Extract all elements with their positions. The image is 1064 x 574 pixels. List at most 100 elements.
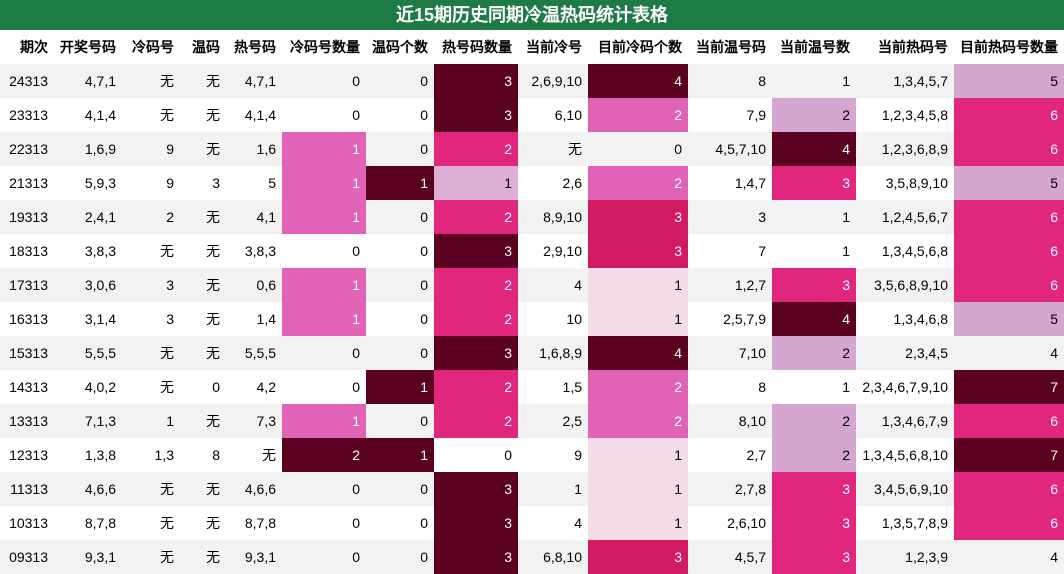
cell-current-hot-count[interactable]: 5 <box>954 166 1064 200</box>
cell-cold-count[interactable]: 0 <box>282 98 366 132</box>
cell-current-warm[interactable]: 8,10 <box>688 404 772 438</box>
col-header-warm-count[interactable]: 温码个数 <box>366 30 434 64</box>
cell-current-cold[interactable]: 1 <box>518 472 588 506</box>
cell-period[interactable]: 13313 <box>0 404 54 438</box>
cell-cold[interactable]: 9 <box>122 132 180 166</box>
cell-cold[interactable]: 9 <box>122 166 180 200</box>
cell-cold[interactable]: 无 <box>122 98 180 132</box>
cell-warm[interactable]: 无 <box>180 506 226 540</box>
cell-hot[interactable]: 4,1 <box>226 200 282 234</box>
cell-current-warm-count[interactable]: 3 <box>772 472 856 506</box>
cell-cold-count[interactable]: 1 <box>282 302 366 336</box>
cell-current-hot[interactable]: 1,2,3,4,5,8 <box>856 98 954 132</box>
cell-current-warm[interactable]: 7,10 <box>688 336 772 370</box>
cell-warm-count[interactable]: 0 <box>366 268 434 302</box>
cell-cold[interactable]: 2 <box>122 200 180 234</box>
cell-cold[interactable]: 1,3 <box>122 438 180 472</box>
cell-period[interactable]: 16313 <box>0 302 54 336</box>
cell-hot[interactable]: 5,5,5 <box>226 336 282 370</box>
cell-current-cold-count[interactable]: 1 <box>588 438 688 472</box>
cell-hot-count[interactable]: 2 <box>434 302 518 336</box>
cell-hot-count[interactable]: 2 <box>434 370 518 404</box>
cell-current-hot[interactable]: 2,3,4,5 <box>856 336 954 370</box>
cell-warm[interactable]: 无 <box>180 64 226 98</box>
cell-current-hot[interactable]: 1,2,4,5,6,7 <box>856 200 954 234</box>
cell-period[interactable]: 14313 <box>0 370 54 404</box>
cell-warm[interactable]: 无 <box>180 98 226 132</box>
cell-current-warm-count[interactable]: 1 <box>772 64 856 98</box>
col-header-warm[interactable]: 温码 <box>180 30 226 64</box>
cell-hot-count[interactable]: 3 <box>434 472 518 506</box>
cell-cold[interactable]: 1 <box>122 404 180 438</box>
cell-current-cold[interactable]: 2,5 <box>518 404 588 438</box>
cell-current-warm-count[interactable]: 3 <box>772 506 856 540</box>
cell-period[interactable]: 15313 <box>0 336 54 370</box>
cell-hot[interactable]: 1,6 <box>226 132 282 166</box>
cell-hot[interactable]: 4,1,4 <box>226 98 282 132</box>
cell-current-hot[interactable]: 1,3,4,5,6,8 <box>856 234 954 268</box>
col-header-hot-count[interactable]: 热号码数量 <box>434 30 518 64</box>
cell-warm-count[interactable]: 0 <box>366 64 434 98</box>
cell-current-warm[interactable]: 1,4,7 <box>688 166 772 200</box>
cell-period[interactable]: 19313 <box>0 200 54 234</box>
cell-current-warm-count[interactable]: 2 <box>772 336 856 370</box>
cell-current-warm[interactable]: 7,9 <box>688 98 772 132</box>
cell-current-cold-count[interactable]: 1 <box>588 472 688 506</box>
cell-current-hot[interactable]: 1,2,3,6,8,9 <box>856 132 954 166</box>
cell-cold-count[interactable]: 1 <box>282 268 366 302</box>
col-header-current-warm-count[interactable]: 当前温号数 <box>772 30 856 64</box>
cell-warm-count[interactable]: 0 <box>366 404 434 438</box>
cell-current-hot[interactable]: 2,3,4,6,7,9,10 <box>856 370 954 404</box>
cell-current-hot[interactable]: 1,3,5,7,8,9 <box>856 506 954 540</box>
cell-current-hot-count[interactable]: 5 <box>954 302 1064 336</box>
cell-current-warm-count[interactable]: 1 <box>772 200 856 234</box>
cell-hot[interactable]: 5 <box>226 166 282 200</box>
cell-draw-numbers[interactable]: 3,8,3 <box>54 234 122 268</box>
cell-current-cold[interactable]: 9 <box>518 438 588 472</box>
cell-period[interactable]: 18313 <box>0 234 54 268</box>
col-header-current-hot[interactable]: 当前热码号 <box>856 30 954 64</box>
cell-cold[interactable]: 3 <box>122 268 180 302</box>
cell-current-hot[interactable]: 3,5,6,8,9,10 <box>856 268 954 302</box>
cell-cold[interactable]: 无 <box>122 506 180 540</box>
cell-current-cold-count[interactable]: 2 <box>588 166 688 200</box>
cell-current-cold-count[interactable]: 2 <box>588 370 688 404</box>
cell-warm-count[interactable]: 0 <box>366 234 434 268</box>
cell-current-hot-count[interactable]: 6 <box>954 506 1064 540</box>
cell-cold-count[interactable]: 0 <box>282 370 366 404</box>
cell-current-cold[interactable]: 2,6,9,10 <box>518 64 588 98</box>
cell-current-hot-count[interactable]: 7 <box>954 438 1064 472</box>
cell-hot-count[interactable]: 0 <box>434 438 518 472</box>
cell-warm[interactable]: 8 <box>180 438 226 472</box>
cell-current-hot-count[interactable]: 6 <box>954 200 1064 234</box>
cell-warm[interactable]: 0 <box>180 370 226 404</box>
cell-current-cold-count[interactable]: 4 <box>588 336 688 370</box>
cell-current-warm[interactable]: 4,5,7 <box>688 540 772 574</box>
cell-current-warm[interactable]: 4,5,7,10 <box>688 132 772 166</box>
cell-hot-count[interactable]: 3 <box>434 336 518 370</box>
cell-current-warm-count[interactable]: 2 <box>772 98 856 132</box>
cell-draw-numbers[interactable]: 4,0,2 <box>54 370 122 404</box>
cell-current-warm-count[interactable]: 3 <box>772 268 856 302</box>
cell-hot[interactable]: 无 <box>226 438 282 472</box>
cell-current-hot[interactable]: 1,2,3,9 <box>856 540 954 574</box>
cell-draw-numbers[interactable]: 4,6,6 <box>54 472 122 506</box>
cell-current-cold[interactable]: 2,9,10 <box>518 234 588 268</box>
cell-cold[interactable]: 无 <box>122 234 180 268</box>
cell-warm-count[interactable]: 0 <box>366 472 434 506</box>
cell-period[interactable]: 17313 <box>0 268 54 302</box>
cell-draw-numbers[interactable]: 2,4,1 <box>54 200 122 234</box>
cell-hot-count[interactable]: 2 <box>434 404 518 438</box>
cell-draw-numbers[interactable]: 9,3,1 <box>54 540 122 574</box>
cell-current-cold[interactable]: 10 <box>518 302 588 336</box>
cell-current-cold-count[interactable]: 1 <box>588 268 688 302</box>
cell-current-hot-count[interactable]: 6 <box>954 234 1064 268</box>
cell-current-warm[interactable]: 7 <box>688 234 772 268</box>
cell-hot-count[interactable]: 2 <box>434 200 518 234</box>
cell-warm-count[interactable]: 0 <box>366 200 434 234</box>
cell-current-cold-count[interactable]: 1 <box>588 506 688 540</box>
cell-warm[interactable]: 无 <box>180 540 226 574</box>
cell-cold[interactable]: 无 <box>122 370 180 404</box>
cell-current-hot-count[interactable]: 6 <box>954 404 1064 438</box>
cell-cold-count[interactable]: 2 <box>282 438 366 472</box>
